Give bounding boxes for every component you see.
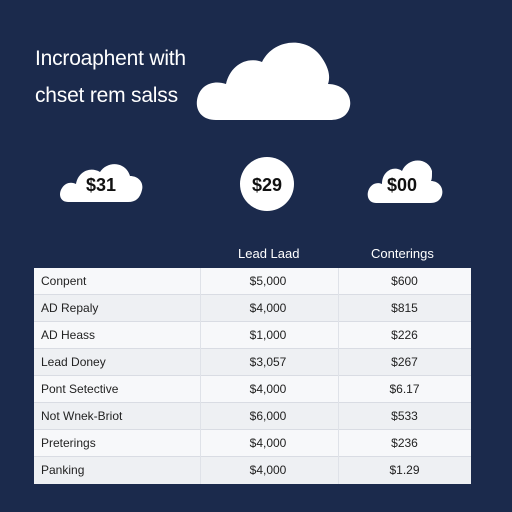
cloud-icon-right	[366, 153, 444, 205]
row-label: Preterings	[41, 436, 96, 450]
title-line-1: Incroaphent with	[35, 47, 186, 70]
column-header-lead: Lead Laad	[238, 246, 300, 261]
row-value-2: $267	[391, 355, 418, 369]
row-label: AD Heass	[41, 328, 96, 342]
title-line-2: chset rem salss	[35, 84, 178, 107]
row-value-1: $5,000	[249, 274, 287, 288]
row-value-1: $4,000	[249, 436, 287, 450]
row-label: Lead Doney	[41, 355, 106, 369]
page-title: Incroaphent with chset rem salss	[35, 40, 235, 114]
price-middle: $29	[251, 175, 283, 195]
row-label: Conpent	[41, 274, 87, 288]
price-left: $31	[85, 175, 117, 195]
table-row: Conpent $5,000 $600	[34, 268, 471, 295]
row-label: Pont Setective	[41, 382, 119, 396]
row-label: Not Wnek-Briot	[41, 409, 123, 423]
price-right: $00	[386, 175, 418, 195]
row-value-2: $236	[391, 436, 418, 450]
row-value-1: $4,000	[249, 463, 287, 477]
table-row: AD Repaly $4,000 $815	[34, 295, 471, 322]
row-value-2: $6.17	[389, 382, 420, 396]
row-value-1: $6,000	[249, 409, 287, 423]
row-label: Panking	[41, 463, 85, 477]
cloud-icon-left	[58, 158, 144, 204]
row-value-1: $3,057	[249, 355, 287, 369]
data-table: Conpent $5,000 $600 AD Repaly $4,000 $81…	[34, 268, 471, 484]
row-value-1: $4,000	[249, 382, 287, 396]
table-row: AD Heass $1,000 $226	[34, 322, 471, 349]
table-row: Pont Setective $4,000 $6.17	[34, 376, 471, 403]
row-value-2: $1.29	[389, 463, 420, 477]
column-divider	[200, 268, 201, 484]
table-row: Lead Doney $3,057 $267	[34, 349, 471, 376]
row-value-2: $226	[391, 328, 418, 342]
price-circle-badge	[240, 157, 294, 211]
table-row: Preterings $4,000 $236	[34, 430, 471, 457]
row-value-2: $533	[391, 409, 418, 423]
row-value-1: $4,000	[249, 301, 287, 315]
large-cloud-icon	[190, 30, 354, 124]
row-value-1: $1,000	[249, 328, 287, 342]
column-divider	[338, 268, 339, 484]
row-value-2: $815	[391, 301, 418, 315]
table-row: Panking $4,000 $1.29	[34, 457, 471, 484]
row-value-2: $600	[391, 274, 418, 288]
column-header-conterings: Conterings	[371, 246, 434, 261]
row-label: AD Repaly	[41, 301, 99, 315]
table-row: Not Wnek-Briot $6,000 $533	[34, 403, 471, 430]
